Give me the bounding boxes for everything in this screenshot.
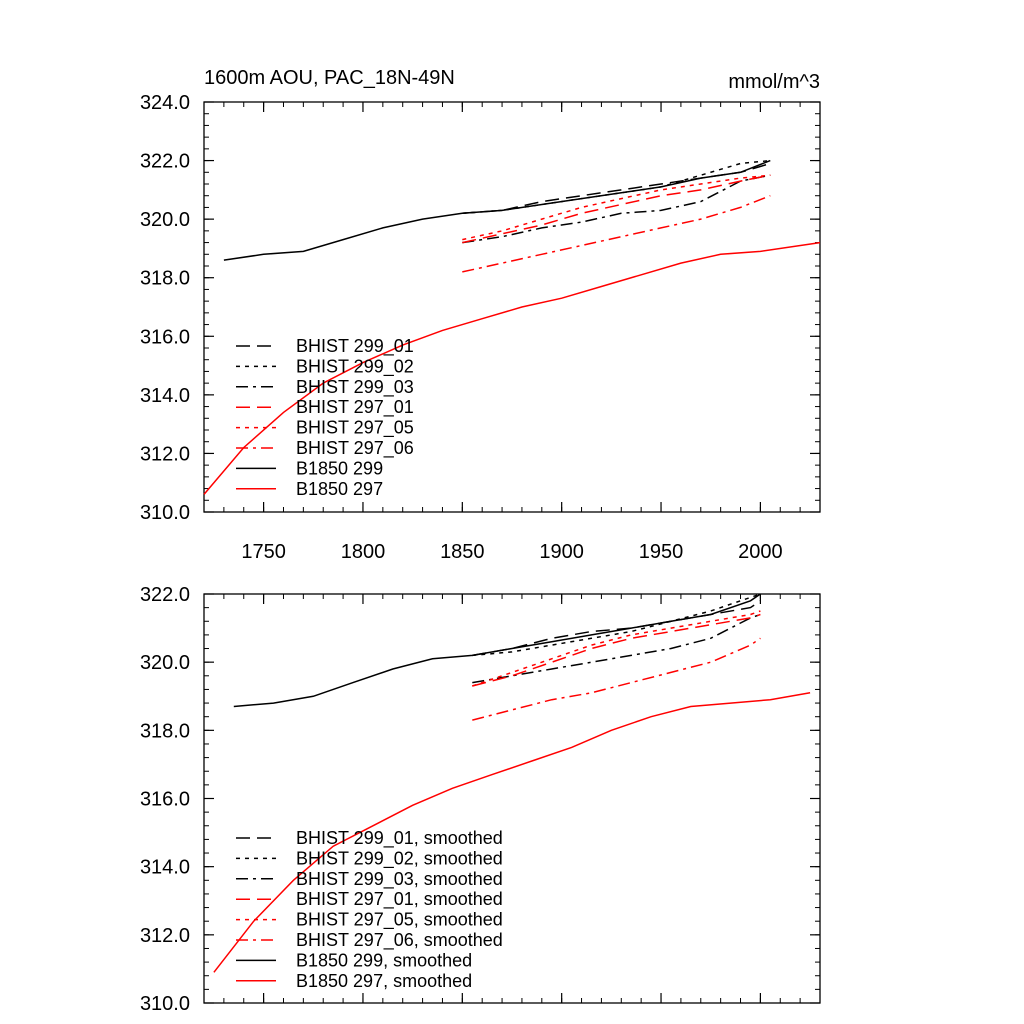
series-line (203, 241, 821, 495)
y-tick-label: 320.0 (140, 209, 190, 231)
y-tick-label: 322.0 (140, 584, 190, 606)
series-line (472, 593, 761, 657)
panel-top: 310.0 312.0 314.0 316.0 318.0 320.0 322.0 324.0… (140, 92, 821, 563)
series-line (233, 593, 761, 708)
x-tick-label: 1800 (341, 541, 386, 563)
series-line (462, 174, 771, 244)
legend-label: BHIST 297_06 (296, 438, 414, 459)
legend-label: BHIST 297_05, smoothed (296, 910, 503, 931)
panel-top-title: 1600m AOU, PAC_18N-49N (204, 67, 455, 89)
plot-frame (203, 101, 821, 513)
legend-label: BHIST 297_01 (296, 397, 414, 418)
series-line (472, 610, 761, 687)
series-line (472, 613, 761, 687)
y-tick-label: 318.0 (140, 268, 190, 290)
series-line (462, 174, 771, 241)
legend-label: BHIST 299_01, smoothed (296, 828, 503, 849)
legend-label: BHIST 299_01 (296, 336, 414, 357)
y-tick-label: 324.0 (140, 92, 190, 114)
series-line (213, 692, 811, 973)
legend-label: BHIST 297_05 (296, 418, 414, 439)
y-tick-label: 316.0 (140, 326, 190, 348)
series-line (472, 613, 761, 684)
y-tick-label: 312.0 (140, 443, 190, 465)
y-tick-label: 314.0 (140, 857, 190, 879)
legend-label: B1850 299 (296, 458, 383, 478)
y-tick-label: 314.0 (140, 385, 190, 407)
panel-top-units: mmol/m^3 (728, 71, 820, 93)
legend-label: B1850 297, smoothed (296, 971, 472, 991)
series-line (462, 162, 771, 215)
y-tick-label: 322.0 (140, 151, 190, 173)
legend-label: BHIST 297_01, smoothed (296, 889, 503, 910)
x-tick-label: 1950 (639, 541, 684, 563)
y-tick-label: 310.0 (140, 502, 190, 524)
legend-label: BHIST 299_03, smoothed (296, 869, 503, 890)
x-tick-label: 1750 (241, 541, 286, 563)
x-tick-label: 1850 (440, 541, 485, 563)
y-tick-label: 310.0 (140, 993, 190, 1015)
series-line (462, 195, 771, 273)
series-line (223, 159, 771, 261)
legend-label: B1850 297 (296, 479, 383, 499)
legend-label: BHIST 299_03 (296, 377, 414, 398)
panel-bottom: 310.0 312.0 314.0 316.0 318.0 320.0 322.0 BHIST… (140, 584, 821, 1015)
legend-label: B1850 299, smoothed (296, 950, 472, 970)
y-tick-label: 320.0 (140, 652, 190, 674)
x-tick-label: 1900 (539, 541, 584, 563)
y-tick-label: 318.0 (140, 720, 190, 742)
y-tick-label: 316.0 (140, 789, 190, 811)
series-line (472, 600, 761, 657)
legend-label: BHIST 297_06, smoothed (296, 930, 503, 951)
series-line (462, 174, 771, 244)
x-tick-label: 2000 (738, 541, 783, 563)
legend-label: BHIST 299_02 (296, 356, 414, 377)
legend-label: BHIST 299_02, smoothed (296, 848, 503, 869)
y-tick-label: 312.0 (140, 925, 190, 947)
series-line (472, 637, 761, 721)
